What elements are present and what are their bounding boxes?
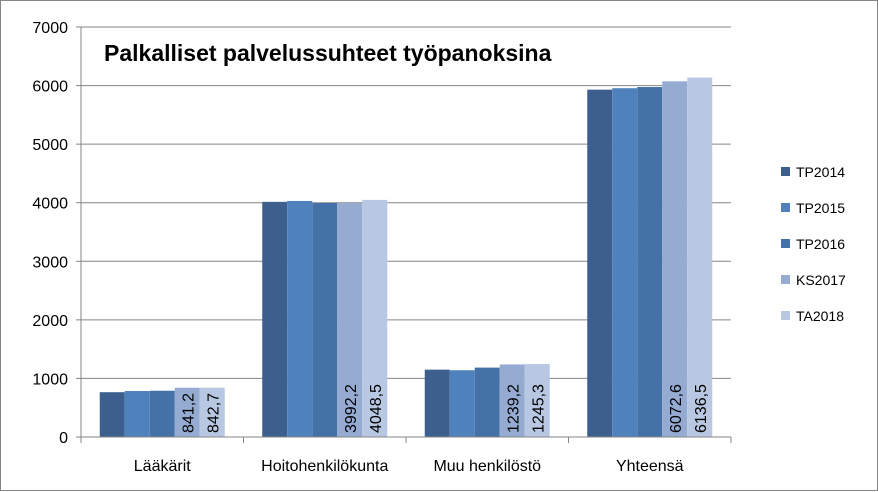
legend-label: TA2018 [796,308,844,324]
bar-tp2016 [474,367,500,437]
bar-ks2017 [337,203,363,437]
y-tick-label: 2000 [32,313,68,330]
bar-tp2015 [287,200,313,437]
legend-label: KS2017 [796,272,846,288]
bar-ks2017 [662,81,688,437]
bar-tp2015 [612,88,638,437]
legend-label: TP2015 [796,200,845,216]
x-category-label: Muu henkilöstö [433,458,541,475]
data-label: 6136,5 [693,384,710,433]
bar-ta2018 [199,387,225,437]
bar-ks2017 [499,364,525,437]
data-label: 842,7 [205,393,222,433]
bar-tp2014 [99,392,125,437]
legend: TP2014 TP2015 TP2016 KS2017 TA2018 [781,164,846,324]
bar-ks2017 [174,387,200,437]
bar-ta2018 [362,199,388,437]
y-tick-label: 1000 [32,371,68,388]
bar-ta2018 [524,364,550,437]
bar-tp2015 [449,370,475,437]
bar-tp2016 [637,87,663,438]
data-label: 1239,2 [505,384,522,433]
legend-swatch [781,203,790,212]
y-tick-label: 3000 [32,254,68,271]
data-label: 4048,5 [368,384,385,433]
bar-tp2015 [124,391,150,437]
legend-label: TP2014 [796,164,845,180]
bars [99,77,713,438]
bar-tp2016 [149,390,175,437]
y-tick-label: 5000 [32,137,68,154]
chart-title: Palkalliset palvelussuhteet työpanoksina [104,40,552,66]
data-label: 3992,2 [343,384,360,433]
bar-tp2014 [424,369,450,437]
y-tick-label: 4000 [32,196,68,213]
data-label: 841,2 [180,393,197,433]
data-label: 6072,6 [668,384,685,433]
bar-tp2014 [587,89,613,438]
legend-swatch [781,167,790,176]
legend-swatch [781,311,790,320]
y-tick-label: 7000 [32,20,68,37]
axes: 0 1000 2000 3000 4000 5000 6000 7000 Lääkärit Hoi… [32,20,732,475]
data-labels: 841,2 842,7 3992,2 4048,5 1239,2 1245,3 6072,6… [180,384,710,433]
bar-tp2014 [262,201,288,437]
gridlines [81,26,731,379]
bar-ta2018 [687,77,713,438]
legend-swatch [781,275,790,284]
x-category-label: Hoitohenkilökunta [261,458,388,475]
x-category-label: Lääkärit [134,458,191,475]
data-label: 1245,3 [530,384,547,433]
y-tick-label: 0 [59,430,68,447]
legend-swatch [781,239,790,248]
bar-tp2016 [312,203,338,437]
legend-label: TP2016 [796,236,845,252]
x-category-label: Yhteensä [616,458,684,475]
y-tick-label: 6000 [32,79,68,96]
